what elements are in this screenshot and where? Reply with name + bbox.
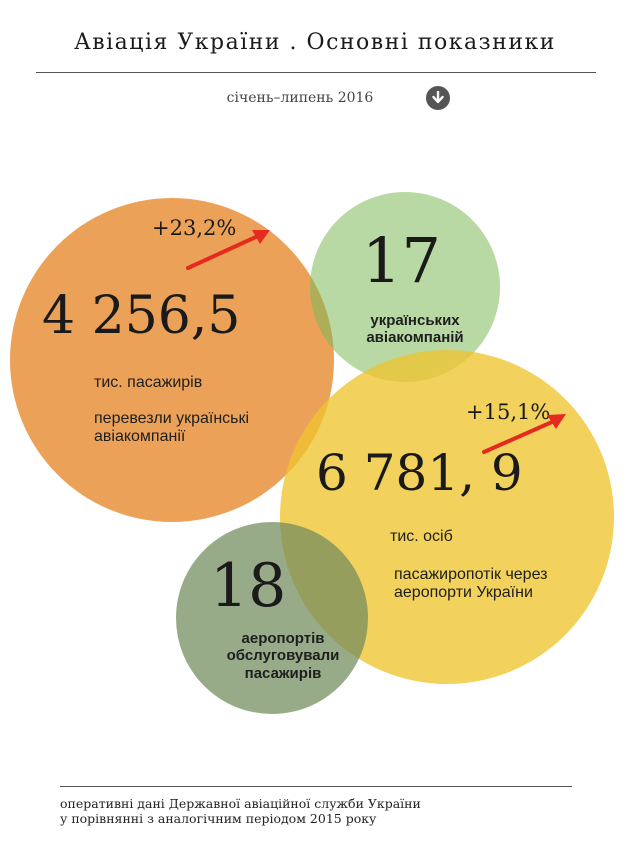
source-note-line-1: оперативні дані Державної авіаційної слу… xyxy=(60,796,421,811)
airlines-value: 17 xyxy=(362,224,441,297)
passenger-flow-description: пасажиропотік через аеропорти України xyxy=(394,566,548,602)
page-title: Авіація України . Основні показники xyxy=(74,30,556,55)
down-arrow-circle-icon[interactable] xyxy=(426,86,450,110)
airports-description: аеропортів обслуговували пасажирів xyxy=(226,630,340,682)
airlines-description: українських авіакомпаній xyxy=(366,312,464,347)
passenger-flow-unit: тис. осіб xyxy=(390,528,453,545)
period-label: січень–липень 2016 xyxy=(226,90,374,106)
airports-value: 18 xyxy=(210,551,287,621)
airports-circle xyxy=(176,522,368,714)
passengers-unit: тис. пасажирів xyxy=(94,374,203,391)
passengers-growth: +23,2% xyxy=(152,216,237,240)
source-note-line-2: у порівнянні з аналогічним періодом 2015… xyxy=(60,811,377,826)
passenger-flow-growth: +15,1% xyxy=(466,400,551,424)
passengers-description: перевезли українські авіакомпанії xyxy=(94,410,250,446)
passengers-growth-arrow-icon xyxy=(186,230,270,270)
passenger-flow-growth-arrow-icon xyxy=(482,414,566,454)
footer-divider xyxy=(60,786,572,787)
passengers-circle xyxy=(10,198,334,522)
source-note: оперативні дані Державної авіаційної слу… xyxy=(60,796,580,826)
down-arrow-glyph xyxy=(432,91,444,104)
passenger-flow-value: 6 781, 9 xyxy=(316,444,523,502)
airlines-circle xyxy=(310,192,500,382)
passengers-value: 4 256,5 xyxy=(42,286,241,346)
header-divider xyxy=(36,72,596,73)
